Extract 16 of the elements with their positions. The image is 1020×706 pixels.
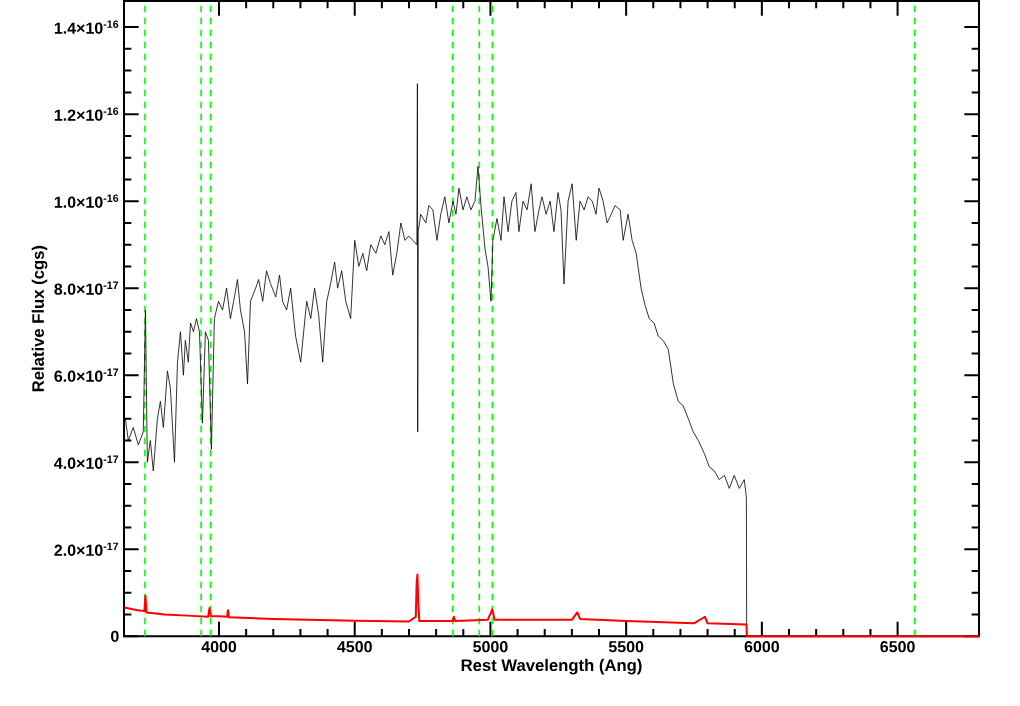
- y-tick-label: 1.0×10$^{-16}$: [54, 194, 119, 208]
- x-tick-label: 4500: [337, 640, 372, 653]
- y-tick-label: 0: [111, 630, 119, 642]
- y-tick-label: 1.2×10$^{-16}$: [54, 107, 119, 121]
- y-tick-label: 8.0×10$^{-17}$: [54, 281, 119, 295]
- x-tick-label: 5500: [608, 640, 644, 653]
- x-tick-label: 6500: [880, 640, 915, 653]
- y-tick-label: 4.0×10$^{-17}$: [54, 455, 119, 469]
- x-tick-label: 6000: [744, 640, 779, 653]
- x-tick-label: 4000: [201, 640, 237, 653]
- y-tick-label: 1.4×10$^{-16}$: [54, 20, 119, 34]
- y-tick-label: 2.0×10$^{-17}$: [54, 542, 119, 556]
- x-tick-label: 5000: [473, 640, 508, 653]
- y-tick-label: 6.0×10$^{-17}$: [54, 368, 119, 382]
- x-axis-title: Rest Wavelength (Ang): [461, 658, 642, 675]
- y-axis-title: Relative Flux (cgs): [31, 245, 48, 392]
